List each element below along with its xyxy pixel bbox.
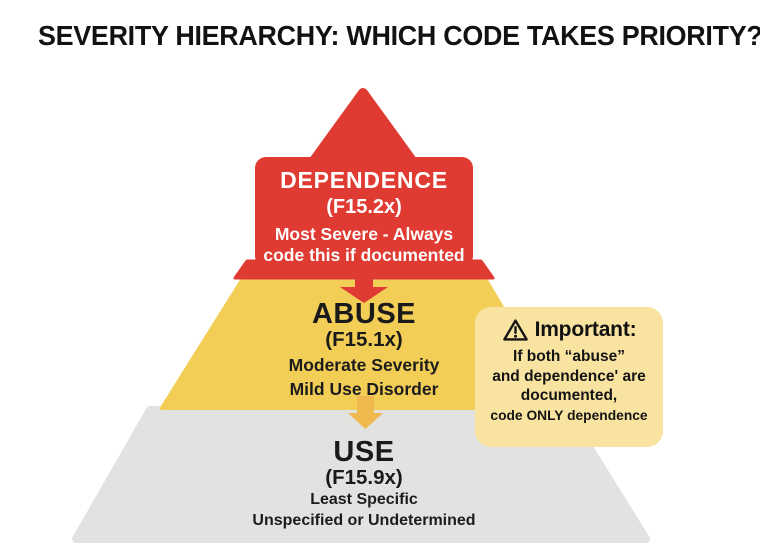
important-callout: Important: If both “abuse” and dependenc… [475,307,663,447]
dependence-level-desc-line: code this if documented [263,245,465,265]
dependence-peak-shape [308,88,418,167]
important-callout-header: Important: [502,318,637,342]
use-level-desc-line: Least Specific [310,491,418,508]
dependence-body-shape [255,157,473,267]
dependence-level-desc-line: Most Severe - Always [274,224,454,244]
gold-down-arrow-icon [348,396,383,429]
important-callout-line: documented, [520,387,618,404]
abuse-level-name: ABUSE [311,298,417,330]
abuse-level-desc-line: Moderate Severity [288,355,440,375]
important-callout-heading: Important: [534,318,637,341]
important-callout-line: and dependence' are [492,367,646,385]
warning-triangle-icon [502,319,528,341]
page-title: SEVERITY HIERARCHY: WHICH CODE TAKES PRI… [38,20,760,51]
dependence-base-bar-shape [233,259,495,280]
abuse-level-code: (F15.1x) [325,328,403,351]
dependence-level-name: DEPENDENCE [280,167,448,193]
abuse-level-desc-line: Mild Use Disorder [289,379,439,399]
important-callout-line: code ONLY dependence [490,407,648,423]
use-level-desc-line: Unspecified or Undetermined [252,512,476,529]
dependence-level-code: (F15.2x) [326,196,402,218]
important-callout-line: If both “abuse” [513,348,625,365]
red-down-arrow-icon [340,274,388,303]
use-level-code: (F15.9x) [325,466,403,489]
use-level-name: USE [333,436,395,468]
